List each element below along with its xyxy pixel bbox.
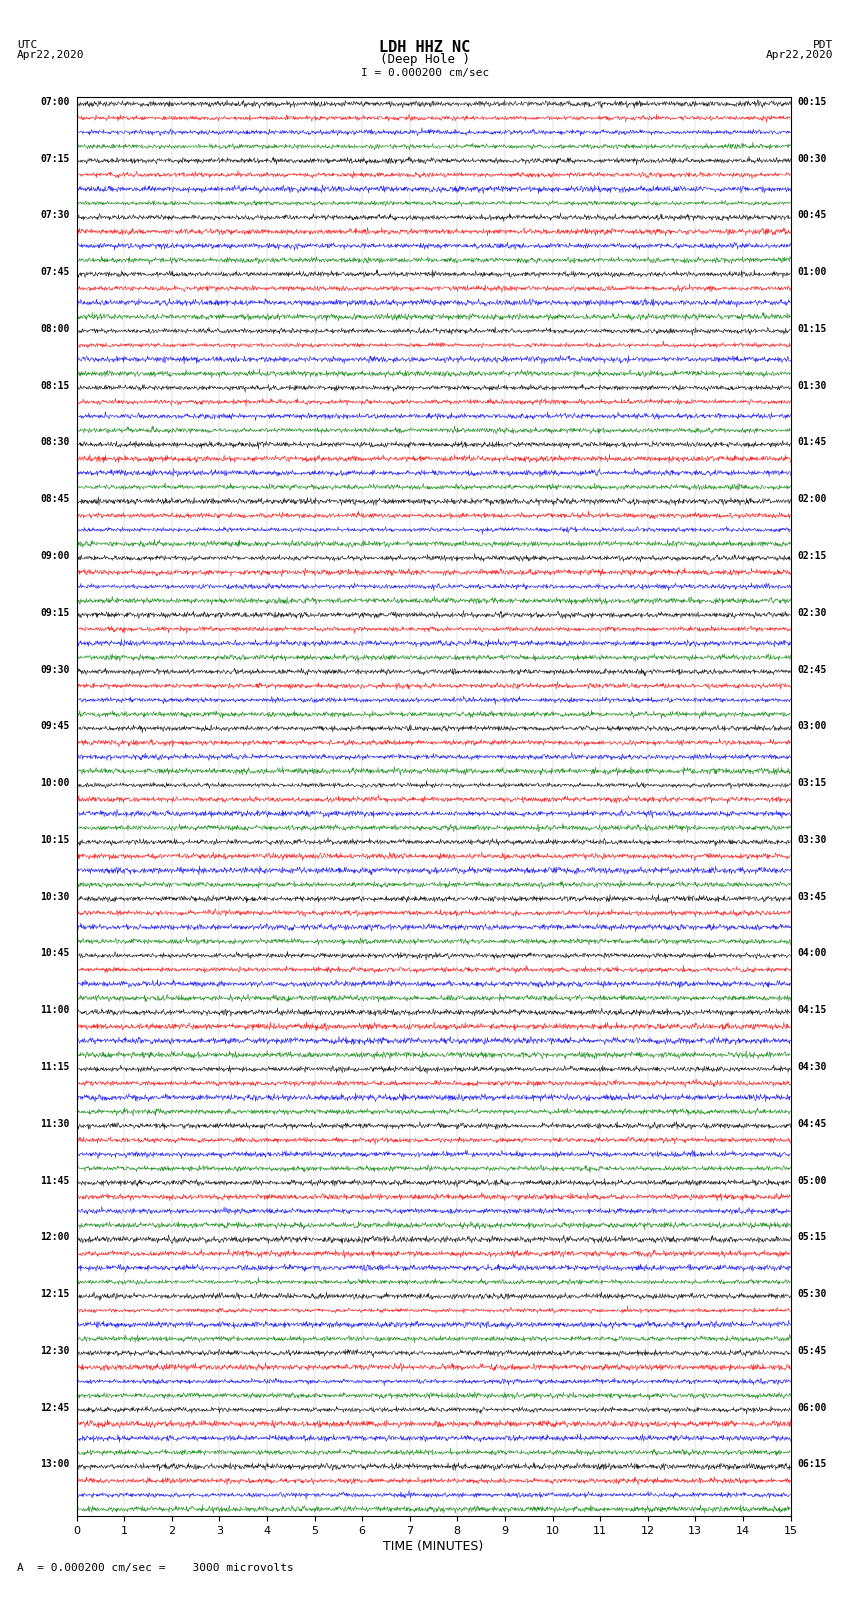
Text: 05:00: 05:00 [797, 1176, 827, 1186]
Text: 13:00: 13:00 [40, 1460, 70, 1469]
X-axis label: TIME (MINUTES): TIME (MINUTES) [383, 1540, 484, 1553]
Text: 09:45: 09:45 [40, 721, 70, 731]
Text: 07:00: 07:00 [40, 97, 70, 106]
Text: 02:00: 02:00 [797, 494, 827, 505]
Text: UTC: UTC [17, 40, 37, 50]
Text: 09:30: 09:30 [40, 665, 70, 674]
Text: 08:45: 08:45 [40, 494, 70, 505]
Text: 11:45: 11:45 [40, 1176, 70, 1186]
Text: Apr22,2020: Apr22,2020 [17, 50, 84, 60]
Text: 01:30: 01:30 [797, 381, 827, 390]
Text: 10:30: 10:30 [40, 892, 70, 902]
Text: 11:15: 11:15 [40, 1061, 70, 1073]
Text: 00:15: 00:15 [797, 97, 827, 106]
Text: Apr22,2020: Apr22,2020 [766, 50, 833, 60]
Text: 04:30: 04:30 [797, 1061, 827, 1073]
Text: 07:45: 07:45 [40, 268, 70, 277]
Text: 12:30: 12:30 [40, 1345, 70, 1357]
Text: 12:45: 12:45 [40, 1403, 70, 1413]
Text: 05:45: 05:45 [797, 1345, 827, 1357]
Text: 10:45: 10:45 [40, 948, 70, 958]
Text: 01:45: 01:45 [797, 437, 827, 447]
Text: 08:30: 08:30 [40, 437, 70, 447]
Text: 10:00: 10:00 [40, 777, 70, 789]
Text: 02:15: 02:15 [797, 552, 827, 561]
Text: 05:15: 05:15 [797, 1232, 827, 1242]
Text: 08:15: 08:15 [40, 381, 70, 390]
Text: 12:15: 12:15 [40, 1289, 70, 1298]
Text: 06:00: 06:00 [797, 1403, 827, 1413]
Text: 00:45: 00:45 [797, 210, 827, 221]
Text: 02:45: 02:45 [797, 665, 827, 674]
Text: A  = 0.000200 cm/sec =    3000 microvolts: A = 0.000200 cm/sec = 3000 microvolts [17, 1563, 294, 1573]
Text: 09:15: 09:15 [40, 608, 70, 618]
Text: 07:30: 07:30 [40, 210, 70, 221]
Text: 09:00: 09:00 [40, 552, 70, 561]
Text: 03:15: 03:15 [797, 777, 827, 789]
Text: 04:15: 04:15 [797, 1005, 827, 1015]
Text: 01:00: 01:00 [797, 268, 827, 277]
Text: 01:15: 01:15 [797, 324, 827, 334]
Text: 03:45: 03:45 [797, 892, 827, 902]
Text: 06:15: 06:15 [797, 1460, 827, 1469]
Text: 03:30: 03:30 [797, 836, 827, 845]
Text: 07:15: 07:15 [40, 153, 70, 163]
Text: 10:15: 10:15 [40, 836, 70, 845]
Text: I = 0.000200 cm/sec: I = 0.000200 cm/sec [361, 68, 489, 77]
Text: LDH HHZ NC: LDH HHZ NC [379, 40, 471, 55]
Text: 03:00: 03:00 [797, 721, 827, 731]
Text: 00:30: 00:30 [797, 153, 827, 163]
Text: (Deep Hole ): (Deep Hole ) [380, 53, 470, 66]
Text: 12:00: 12:00 [40, 1232, 70, 1242]
Text: 05:30: 05:30 [797, 1289, 827, 1298]
Text: 04:00: 04:00 [797, 948, 827, 958]
Text: 04:45: 04:45 [797, 1119, 827, 1129]
Text: PDT: PDT [813, 40, 833, 50]
Text: 11:00: 11:00 [40, 1005, 70, 1015]
Text: 11:30: 11:30 [40, 1119, 70, 1129]
Text: 02:30: 02:30 [797, 608, 827, 618]
Text: 08:00: 08:00 [40, 324, 70, 334]
